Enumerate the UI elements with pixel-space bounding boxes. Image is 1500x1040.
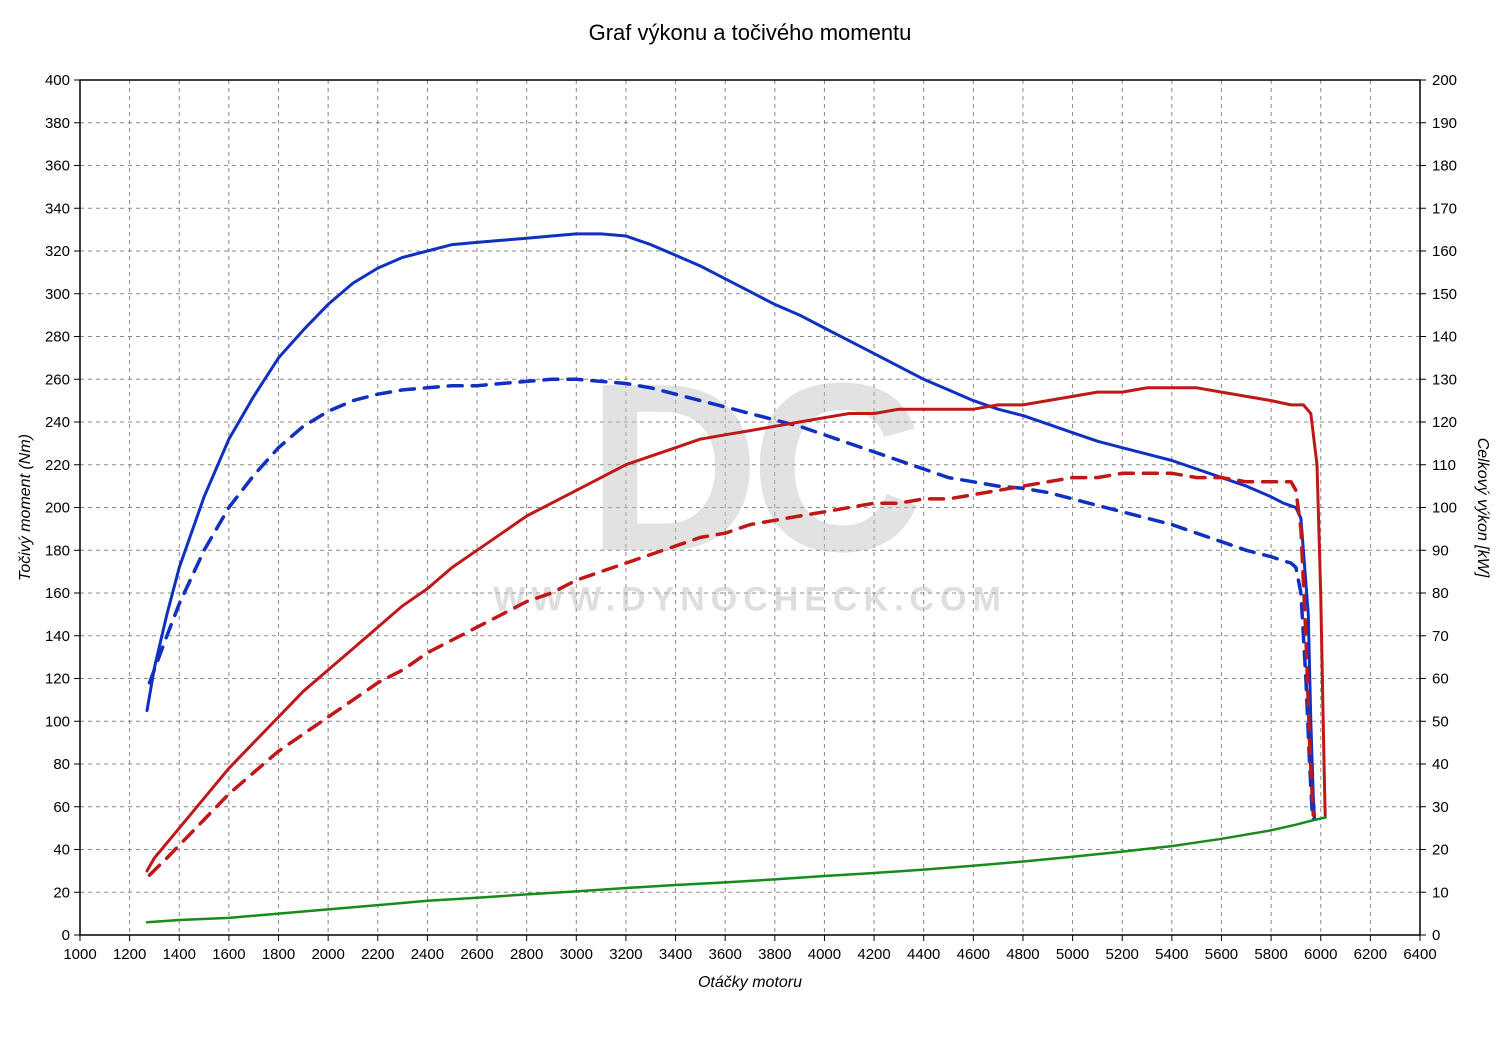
x-tick-label: 3200 [609,946,642,963]
y-left-tick-label: 280 [45,329,70,346]
y-left-tick-label: 40 [53,842,70,859]
y-right-tick-label: 150 [1432,286,1457,303]
y-left-tick-label: 200 [45,500,70,517]
y-left-tick-label: 300 [45,286,70,303]
x-axis-label: Otáčky motoru [698,974,802,991]
x-tick-label: 4000 [808,946,841,963]
y-left-tick-label: 220 [45,457,70,474]
y-left-tick-label: 320 [45,243,70,260]
x-tick-label: 1000 [63,946,96,963]
y-left-tick-label: 180 [45,542,70,559]
x-tick-label: 5800 [1254,946,1287,963]
y-right-tick-label: 120 [1432,414,1457,431]
watermark-url: WWW.DYNOCHECK.COM [493,580,1007,618]
x-tick-label: 5600 [1205,946,1238,963]
x-tick-label: 3800 [758,946,791,963]
x-tick-label: 1400 [163,946,196,963]
y-left-tick-label: 340 [45,200,70,217]
y-left-tick-label: 20 [53,884,70,901]
y-right-axis-label: Celkový výkon [kW] [1474,438,1491,578]
x-tick-label: 5000 [1056,946,1089,963]
x-tick-label: 1800 [262,946,295,963]
y-right-tick-label: 90 [1432,542,1449,559]
x-tick-label: 2200 [361,946,394,963]
y-left-tick-label: 240 [45,414,70,431]
y-left-tick-label: 260 [45,371,70,388]
y-right-tick-label: 50 [1432,713,1449,730]
x-tick-label: 3600 [708,946,741,963]
x-tick-label: 2600 [460,946,493,963]
y-left-tick-label: 380 [45,115,70,132]
y-right-tick-label: 20 [1432,842,1449,859]
y-right-tick-label: 80 [1432,585,1449,602]
y-right-tick-label: 30 [1432,799,1449,816]
y-right-tick-label: 40 [1432,756,1449,773]
y-right-tick-label: 70 [1432,628,1449,645]
y-left-tick-label: 140 [45,628,70,645]
x-tick-label: 6400 [1403,946,1436,963]
y-left-tick-label: 80 [53,756,70,773]
x-tick-label: 3400 [659,946,692,963]
x-tick-label: 5200 [1106,946,1139,963]
x-tick-label: 2800 [510,946,543,963]
y-right-tick-label: 60 [1432,671,1449,688]
y-right-tick-label: 190 [1432,115,1457,132]
y-left-axis-label: Točivý moment (Nm) [17,434,34,581]
y-left-tick-label: 160 [45,585,70,602]
x-tick-label: 2000 [311,946,344,963]
y-left-tick-label: 100 [45,713,70,730]
y-right-tick-label: 10 [1432,884,1449,901]
dyno-chart: 1000120014001600180020002200240026002800… [0,0,1500,1040]
x-tick-label: 4200 [857,946,890,963]
y-right-tick-label: 160 [1432,243,1457,260]
x-tick-label: 1200 [113,946,146,963]
x-tick-label: 4600 [957,946,990,963]
x-tick-label: 4400 [907,946,940,963]
y-right-tick-label: 130 [1432,371,1457,388]
x-tick-label: 6000 [1304,946,1337,963]
y-right-tick-label: 100 [1432,500,1457,517]
x-tick-label: 2400 [411,946,444,963]
x-tick-label: 1600 [212,946,245,963]
x-tick-label: 3000 [560,946,593,963]
y-left-tick-label: 400 [45,72,70,89]
y-left-tick-label: 60 [53,799,70,816]
y-right-tick-label: 0 [1432,927,1440,944]
y-left-tick-label: 0 [62,927,70,944]
y-right-tick-label: 140 [1432,329,1457,346]
y-right-tick-label: 200 [1432,72,1457,89]
x-tick-label: 6200 [1354,946,1387,963]
y-right-tick-label: 180 [1432,158,1457,175]
y-right-tick-label: 110 [1432,457,1456,474]
x-tick-label: 5400 [1155,946,1188,963]
y-left-tick-label: 360 [45,158,70,175]
y-left-tick-label: 120 [45,671,70,688]
x-tick-label: 4800 [1006,946,1039,963]
y-right-tick-label: 170 [1432,200,1457,217]
